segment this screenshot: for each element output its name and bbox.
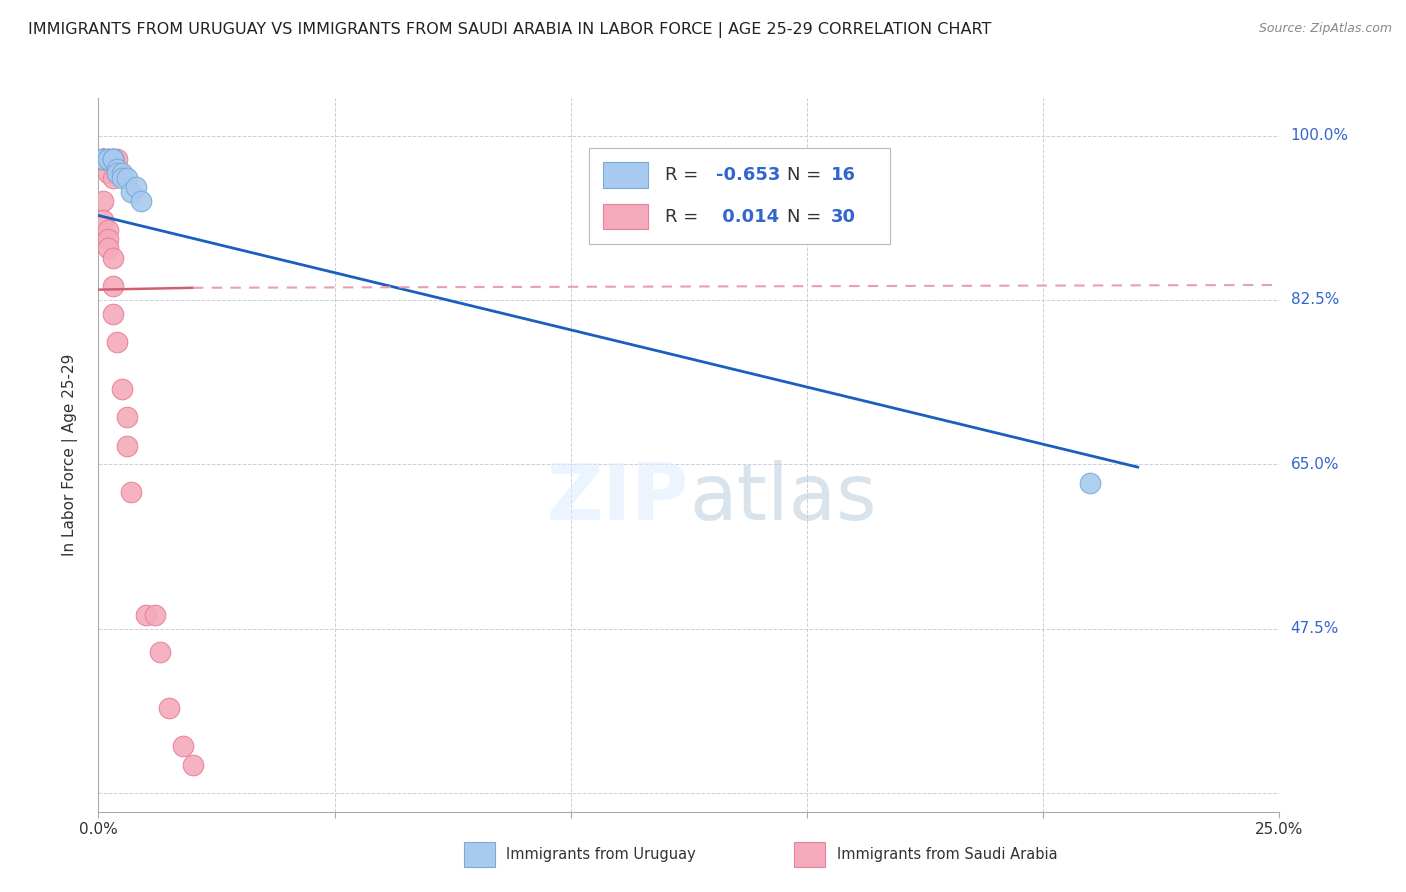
Y-axis label: In Labor Force | Age 25-29: In Labor Force | Age 25-29 [62,354,77,556]
Point [157,701,180,715]
Point [91,152,114,166]
Point [101,251,124,265]
Point [101,279,124,293]
Text: Source: ZipAtlas.com: Source: ZipAtlas.com [1258,22,1392,36]
Text: IMMIGRANTS FROM URUGUAY VS IMMIGRANTS FROM SAUDI ARABIA IN LABOR FORCE | AGE 25-: IMMIGRANTS FROM URUGUAY VS IMMIGRANTS FR… [28,22,991,38]
Point [97,232,120,246]
Point [97,166,120,180]
Point [115,438,138,452]
FancyBboxPatch shape [589,148,890,244]
Text: -0.653: -0.653 [716,166,780,184]
Point [91,152,114,166]
Point [181,757,204,772]
FancyBboxPatch shape [603,203,648,229]
Point [115,170,138,185]
Point [101,152,124,166]
Point [135,607,157,622]
Point [115,410,138,425]
Text: R =: R = [665,166,704,184]
Point [91,152,114,166]
Point [91,152,114,166]
Point [129,194,152,209]
Point [125,180,148,194]
Point [121,485,143,500]
Text: Immigrants from Uruguay: Immigrants from Uruguay [506,847,696,862]
Text: ZIP: ZIP [547,459,689,536]
Point [97,222,120,236]
Text: R =: R = [665,208,704,226]
FancyBboxPatch shape [603,162,648,188]
Point [105,161,128,176]
Point [172,739,194,753]
Point [101,170,124,185]
Point [91,213,114,227]
Text: 65.0%: 65.0% [1291,457,1339,472]
Point [101,307,124,321]
Point [105,335,128,350]
Point [97,152,120,166]
Point [101,152,124,166]
Text: N =: N = [787,166,827,184]
Text: atlas: atlas [689,459,876,536]
Text: 0.014: 0.014 [716,208,779,226]
Point [91,152,114,166]
Text: 82.5%: 82.5% [1291,293,1339,308]
Point [111,170,134,185]
Text: 100.0%: 100.0% [1291,128,1348,144]
Point [1080,476,1102,491]
Point [97,152,120,166]
Text: N =: N = [787,208,827,226]
Text: 47.5%: 47.5% [1291,621,1339,636]
Text: 30: 30 [831,208,856,226]
Text: Immigrants from Saudi Arabia: Immigrants from Saudi Arabia [837,847,1057,862]
Point [101,152,124,166]
Point [91,194,114,209]
Point [105,166,128,180]
Point [111,166,134,180]
Point [105,152,128,166]
Point [97,241,120,255]
Point [97,152,120,166]
Text: 16: 16 [831,166,856,184]
Point [111,382,134,396]
Point [149,645,172,659]
Point [91,152,114,166]
Point [143,607,166,622]
Point [101,152,124,166]
Point [105,166,128,180]
Point [121,185,143,199]
Point [91,152,114,166]
